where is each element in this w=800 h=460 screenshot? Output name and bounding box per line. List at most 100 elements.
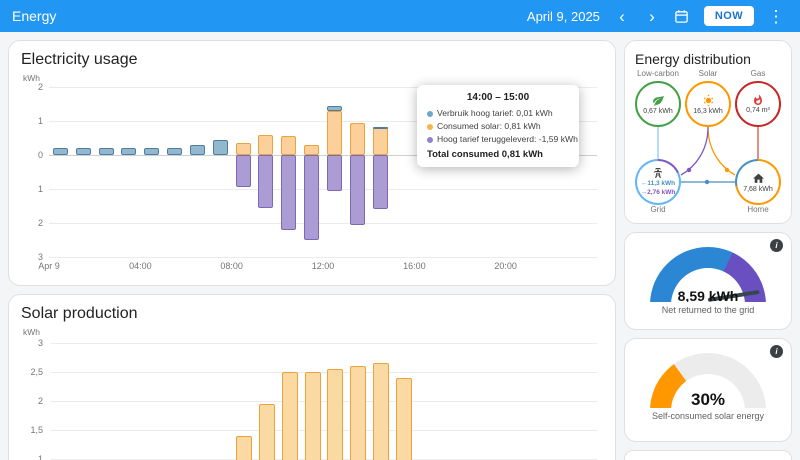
y-axis-unit: kWh	[23, 329, 40, 337]
gas-value: 0,74 m³	[746, 107, 770, 114]
bar-segment-solar[interactable]	[281, 372, 298, 460]
electricity-usage-chart[interactable]: kWh 14:00 – 15:00 Verbruik hoog tarief: …	[21, 75, 603, 275]
flame-icon	[754, 94, 762, 105]
bar-segment-returned[interactable]	[349, 155, 365, 225]
gridline	[49, 121, 597, 122]
card-title: Electricity usage	[21, 51, 138, 68]
bar-segment-solar[interactable]	[372, 363, 389, 460]
grid-returned-value: ←11,3 kWh	[640, 180, 676, 187]
kebab-menu-icon: ⋮	[767, 6, 785, 26]
tooltip-row: Consumed solar: 0,81 kWh	[427, 120, 569, 133]
y-axis-tick: 1	[37, 184, 43, 194]
tooltip-total: Total consumed 0,81 kWh	[427, 149, 543, 160]
node-label-gas: Gas	[750, 69, 766, 78]
bar-segment-grid[interactable]	[372, 127, 388, 130]
bar-segment-returned[interactable]	[281, 155, 297, 230]
prev-date-button[interactable]: ‹	[610, 4, 634, 28]
solar-production-chart[interactable]: kWh 32,521,510,50	[21, 329, 603, 460]
low-carbon-value: 0,67 kWh	[643, 107, 673, 115]
bar-segment-solar[interactable]	[236, 435, 253, 460]
card-title: Solar production	[21, 305, 138, 322]
bar-segment-solar[interactable]	[349, 122, 365, 155]
gridline	[49, 189, 597, 190]
x-axis-tick: 12:00	[311, 261, 335, 271]
home-icon	[752, 173, 764, 183]
now-button[interactable]: NOW	[703, 6, 754, 26]
y-axis-tick: 2	[37, 396, 43, 406]
grid-consumed-value: →2,76 kWh	[640, 189, 676, 196]
bar-segment-solar[interactable]	[350, 366, 367, 460]
bar-segment-solar[interactable]	[395, 377, 412, 460]
tooltip-period: 14:00 – 15:00	[466, 92, 530, 103]
charts-column: Electricity usage kWh 14:00 – 15:00 Verb…	[8, 40, 616, 460]
chevron-left-icon: ‹	[619, 6, 625, 26]
gauge-caption: Self-consumed solar energy	[651, 411, 765, 421]
bar-segment-grid[interactable]	[167, 147, 183, 155]
bar-segment-solar[interactable]	[304, 372, 321, 460]
transmission-tower-icon	[654, 168, 662, 178]
x-axis-tick: Apr 9	[38, 261, 60, 271]
bar-segment-solar[interactable]	[258, 134, 274, 155]
bar-segment-grid[interactable]	[326, 105, 342, 111]
bar-segment-grid[interactable]	[189, 145, 205, 155]
gridline	[49, 155, 597, 156]
gauge-value: 8,59 kWh	[677, 288, 739, 302]
home-node-ring: 7,68 kWh	[735, 159, 781, 205]
bar-segment-grid[interactable]	[121, 147, 137, 155]
x-axis-tick: 04:00	[129, 261, 152, 271]
bar-segment-returned[interactable]	[372, 155, 388, 210]
info-icon[interactable]: i	[770, 239, 783, 252]
date-label[interactable]: April 9, 2025	[526, 8, 600, 24]
y-axis-tick: 1,5	[30, 425, 43, 435]
home-node[interactable]: 7,68 kWh	[737, 161, 779, 203]
y-axis-tick: 2	[37, 218, 43, 228]
calendar-button[interactable]	[670, 4, 694, 28]
self-consumed-gauge-card: i 30% Self-consumed solar energy	[624, 338, 792, 442]
next-date-button[interactable]: ›	[640, 4, 664, 28]
bar-segment-returned[interactable]	[235, 155, 251, 188]
bar-segment-solar[interactable]	[327, 369, 344, 460]
x-axis-tick: 20:00	[494, 261, 517, 271]
gas-node[interactable]: 0,74 m³	[735, 81, 781, 127]
card-title: Energy distribution	[635, 51, 751, 67]
grid-node-ring: ←11,3 kWh →2,76 kWh	[635, 159, 681, 205]
bar-segment-returned[interactable]	[304, 155, 320, 240]
y-axis-tick: 1	[37, 454, 43, 460]
node-label-home: Home	[747, 205, 769, 214]
grid-node[interactable]: ←11,3 kWh →2,76 kWh	[637, 161, 679, 203]
bar-segment-grid[interactable]	[75, 147, 91, 155]
gridline	[51, 401, 597, 402]
solar-value: 16,3 kWh	[693, 107, 723, 115]
energy-distribution-card: Energy distribution Low-carbon Solar Gas	[624, 40, 792, 224]
bar-segment-grid[interactable]	[144, 148, 160, 155]
chevron-right-icon: ›	[649, 6, 655, 26]
bar-segment-solar[interactable]	[372, 127, 388, 155]
bar-segment-solar[interactable]	[326, 110, 342, 155]
low-carbon-node[interactable]: 0,67 kWh	[635, 81, 681, 127]
bar-segment-solar[interactable]	[235, 143, 251, 155]
bar-segment-solar[interactable]	[259, 403, 276, 460]
chart-tooltip-rows: Verbruik hoog tarief: 0,01 kWh Consumed s…	[427, 107, 578, 146]
bar-segment-solar[interactable]	[281, 136, 297, 155]
bar-segment-grid[interactable]	[98, 148, 114, 155]
solar-node[interactable]: 16,3 kWh	[685, 81, 731, 127]
gridline	[49, 257, 597, 258]
bar-segment-grid[interactable]	[52, 147, 68, 155]
overflow-menu-button[interactable]: ⋮	[764, 4, 788, 28]
info-icon[interactable]: i	[770, 345, 783, 358]
solar-production-card: Solar production kWh 32,521,510,50	[8, 294, 616, 460]
bar-segment-grid[interactable]	[212, 139, 228, 155]
page-title: Energy	[12, 8, 57, 24]
bar-segment-returned[interactable]	[326, 155, 342, 191]
series-dot-icon	[427, 110, 433, 117]
y-axis-tick: 2	[37, 82, 43, 92]
bar-segment-solar[interactable]	[304, 144, 320, 155]
node-label-low-carbon: Low-carbon	[637, 69, 679, 78]
x-axis-tick: 08:00	[220, 261, 243, 271]
x-axis-tick: 16:00	[403, 261, 426, 271]
bar-segment-returned[interactable]	[258, 155, 274, 208]
gridline	[49, 87, 597, 88]
y-axis-tick: 2,5	[30, 367, 43, 377]
y-axis-tick: 3	[37, 252, 43, 262]
side-column: Energy distribution Low-carbon Solar Gas	[624, 40, 792, 460]
